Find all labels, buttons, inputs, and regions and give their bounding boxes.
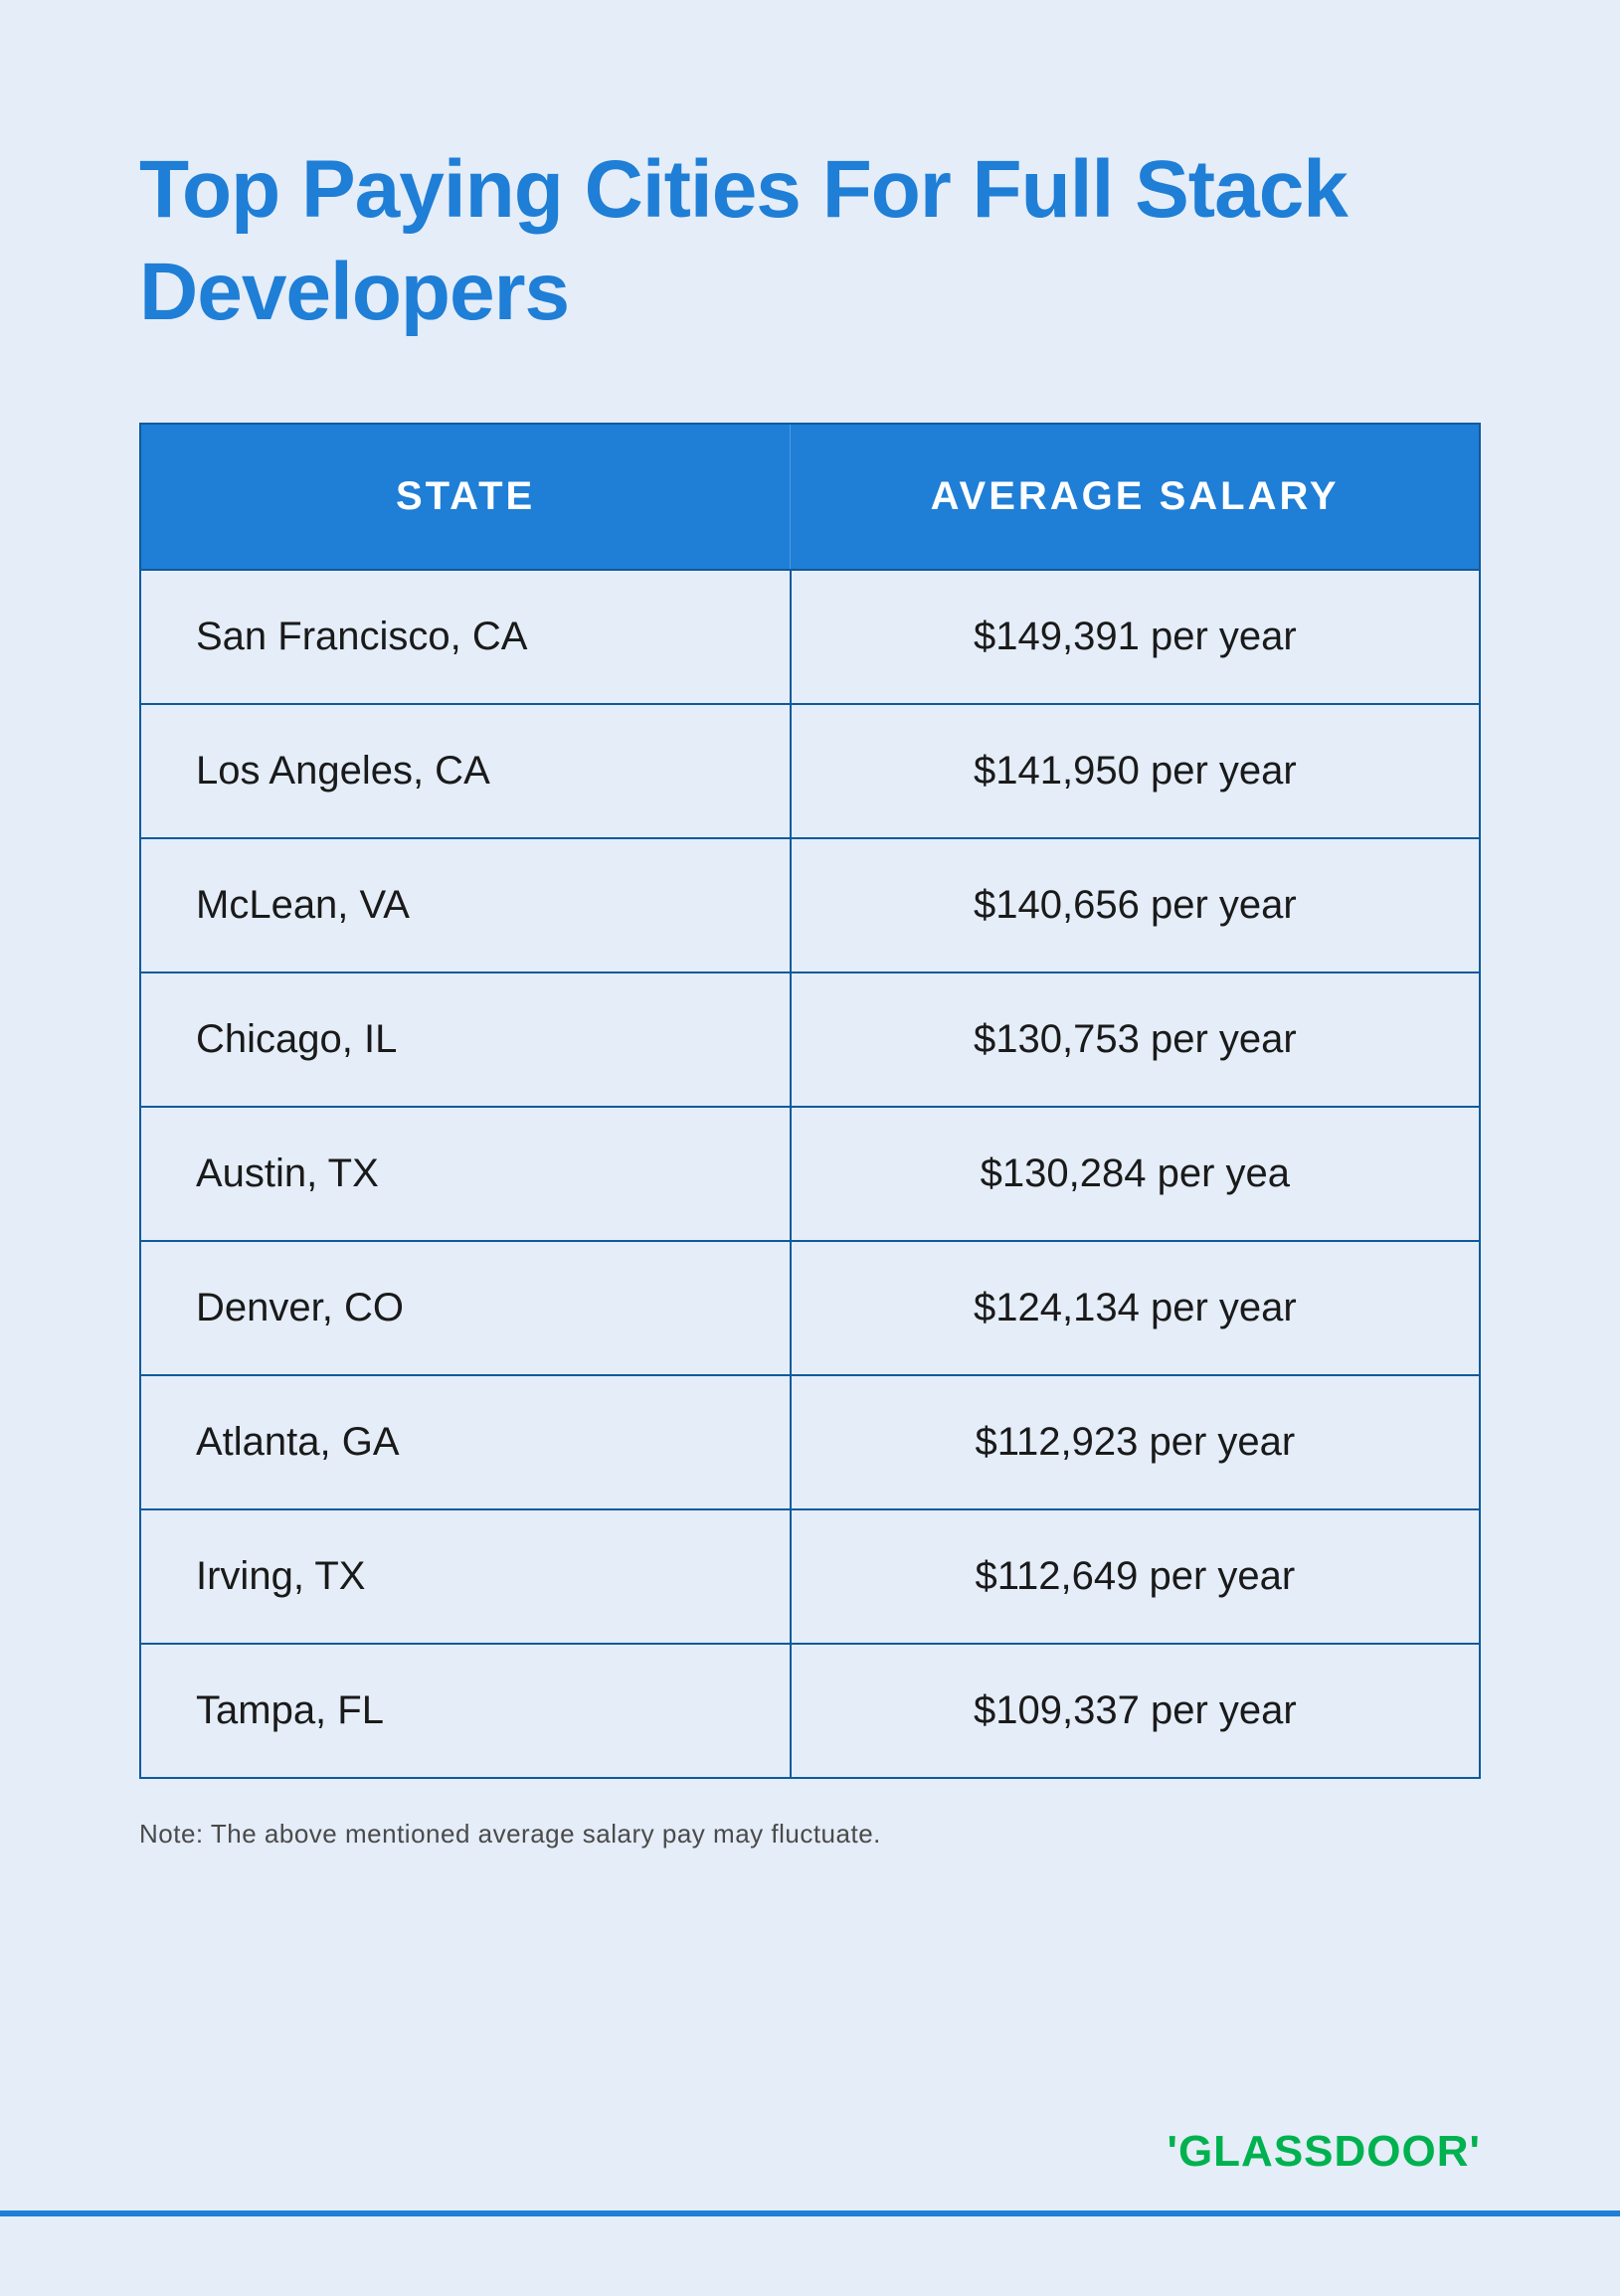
table-row: Chicago, IL $130,753 per year bbox=[140, 972, 1480, 1107]
table-header: STATE AVERAGE SALARY bbox=[140, 424, 1480, 570]
table-row: Austin, TX $130,284 per yea bbox=[140, 1107, 1480, 1241]
state-cell: Austin, TX bbox=[140, 1107, 791, 1241]
table-body: San Francisco, CA $149,391 per year Los … bbox=[140, 570, 1480, 1778]
salary-table: STATE AVERAGE SALARY San Francisco, CA $… bbox=[139, 423, 1481, 1779]
col-salary: AVERAGE SALARY bbox=[791, 424, 1480, 570]
col-state: STATE bbox=[140, 424, 791, 570]
salary-cell: $140,656 per year bbox=[791, 838, 1480, 972]
salary-cell: $130,284 per yea bbox=[791, 1107, 1480, 1241]
state-cell: Atlanta, GA bbox=[140, 1375, 791, 1509]
table-row: Tampa, FL $109,337 per year bbox=[140, 1644, 1480, 1778]
table-row: Irving, TX $112,649 per year bbox=[140, 1509, 1480, 1644]
state-cell: Tampa, FL bbox=[140, 1644, 791, 1778]
main-container: Top Paying Cities For Full Stack Develop… bbox=[0, 0, 1620, 1850]
page-title: Top Paying Cities For Full Stack Develop… bbox=[139, 139, 1481, 343]
state-cell: Los Angeles, CA bbox=[140, 704, 791, 838]
state-cell: McLean, VA bbox=[140, 838, 791, 972]
salary-cell: $112,923 per year bbox=[791, 1375, 1480, 1509]
table-row: Denver, CO $124,134 per year bbox=[140, 1241, 1480, 1375]
state-cell: Denver, CO bbox=[140, 1241, 791, 1375]
logo-quote-left-icon: ' bbox=[1167, 2127, 1177, 2176]
state-cell: Irving, TX bbox=[140, 1509, 791, 1644]
table-header-row: STATE AVERAGE SALARY bbox=[140, 424, 1480, 570]
salary-cell: $149,391 per year bbox=[791, 570, 1480, 704]
table-row: Los Angeles, CA $141,950 per year bbox=[140, 704, 1480, 838]
logo-quote-right-icon: ' bbox=[1470, 2127, 1481, 2176]
table-row: San Francisco, CA $149,391 per year bbox=[140, 570, 1480, 704]
glassdoor-logo: 'GLASSDOOR' bbox=[1167, 2127, 1481, 2177]
salary-cell: $130,753 per year bbox=[791, 972, 1480, 1107]
table-row: Atlanta, GA $112,923 per year bbox=[140, 1375, 1480, 1509]
state-cell: San Francisco, CA bbox=[140, 570, 791, 704]
footnote: Note: The above mentioned average salary… bbox=[139, 1819, 1481, 1850]
salary-cell: $141,950 per year bbox=[791, 704, 1480, 838]
state-cell: Chicago, IL bbox=[140, 972, 791, 1107]
table-row: McLean, VA $140,656 per year bbox=[140, 838, 1480, 972]
salary-cell: $112,649 per year bbox=[791, 1509, 1480, 1644]
salary-table-wrap: STATE AVERAGE SALARY San Francisco, CA $… bbox=[139, 423, 1481, 1779]
accent-line bbox=[0, 2210, 1620, 2216]
salary-cell: $109,337 per year bbox=[791, 1644, 1480, 1778]
salary-cell: $124,134 per year bbox=[791, 1241, 1480, 1375]
logo-text: GLASSDOOR bbox=[1178, 2127, 1470, 2176]
